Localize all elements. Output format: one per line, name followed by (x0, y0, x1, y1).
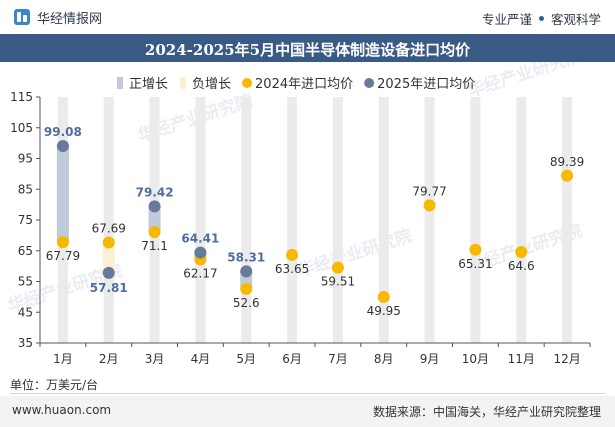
column-bg (424, 97, 435, 343)
bullet-dot-icon (538, 16, 544, 21)
x-tick-label: 8月 (374, 352, 394, 366)
label-2025: 79.42 (136, 185, 174, 199)
website-link[interactable]: www.huaon.com (12, 403, 112, 417)
label-2024: 89.39 (550, 155, 584, 169)
x-tick-label: 4月 (191, 352, 211, 366)
label-2025: 58.31 (227, 250, 265, 264)
point-2024 (423, 199, 436, 212)
chart-legend: 正增长 负增长 2024年进口均价 2025年进口均价 (117, 77, 475, 92)
legend-label: 正增长 (129, 77, 168, 92)
x-tick-label: 3月 (145, 352, 165, 366)
legend-negative-swatch (180, 77, 187, 89)
label-2024: 64.6 (508, 259, 535, 273)
negative-growth-bar (102, 242, 115, 273)
point-2025 (194, 246, 207, 259)
chart-title: 2024-2025年5月中国半导体制造设备进口均价 (144, 41, 471, 59)
data-source: 数据来源：中国海关，华经产业研究院整理 (372, 405, 601, 419)
header: 华经情报网 专业严谨 客观科学 (0, 0, 615, 34)
legend-positive-swatch (117, 77, 123, 89)
tagline-left: 专业严谨 (481, 12, 532, 27)
point-2024 (240, 282, 253, 295)
tagline: 专业严谨 客观科学 (482, 9, 601, 28)
positive-growth-bar (56, 145, 69, 243)
watermark-text: 华经产业研究院 (295, 225, 415, 282)
column-bg (562, 97, 573, 343)
label-2025: 64.41 (181, 232, 219, 246)
label-2024: 71.1 (141, 239, 168, 253)
point-2024 (102, 236, 115, 249)
column-bg (103, 97, 114, 343)
legend-label: 2025年进口均价 (377, 77, 475, 92)
footer-divider (10, 393, 605, 394)
label-2024: 67.69 (92, 221, 126, 235)
label-2024: 52.6 (233, 296, 260, 310)
x-tick-label: 7月 (328, 352, 348, 366)
brand-name: 华经情报网 (37, 11, 103, 27)
tagline-right: 客观科学 (550, 12, 601, 27)
point-2024 (56, 236, 69, 249)
point-2024 (561, 169, 574, 182)
column-bg (378, 97, 389, 343)
legend-label: 2024年进口均价 (255, 77, 353, 92)
legend-2024-marker (242, 78, 253, 88)
x-tick-label: 10月 (462, 352, 489, 366)
y-tick-label: 95 (18, 152, 33, 166)
point-2025 (56, 139, 69, 152)
footer: www.huaon.com 数据来源：中国海关，华经产业研究院整理 (0, 396, 615, 427)
column-bg (241, 97, 252, 343)
point-2024 (286, 248, 299, 261)
x-tick-label: 5月 (236, 352, 256, 366)
label-2025: 57.81 (90, 281, 128, 295)
column-backgrounds (57, 97, 573, 343)
legend-2025-marker (364, 78, 375, 88)
title-bar: 2024-2025年5月中国半导体制造设备进口均价 (0, 34, 615, 62)
label-2024: 63.65 (275, 262, 309, 276)
positive-growth-bar (148, 206, 161, 232)
point-2025 (148, 200, 161, 213)
data-labels: 67.79 67.69 71.1 62.17 52.6 63.65 59.51 49.95 79… (44, 125, 584, 318)
column-bg (195, 97, 206, 343)
y-tick-label: 65 (18, 244, 33, 258)
y-tick-label: 75 (18, 213, 33, 227)
y-tick-label: 105 (10, 121, 33, 135)
point-2025 (102, 266, 115, 279)
column-bg (287, 97, 298, 343)
label-2024: 67.79 (46, 249, 80, 263)
x-tick-label: 1月 (53, 352, 73, 366)
point-2024 (377, 291, 390, 304)
brand[interactable]: 华经情报网 (14, 8, 103, 27)
legend-label: 负增长 (192, 77, 231, 92)
column-bg (470, 97, 481, 343)
point-2024 (469, 243, 482, 256)
column-bg (332, 97, 343, 343)
point-2024 (515, 245, 528, 258)
x-tick-label: 2月 (99, 352, 119, 366)
data-points (56, 139, 574, 304)
label-2024: 62.17 (183, 266, 217, 280)
label-2025: 99.08 (44, 125, 82, 139)
point-2025 (240, 265, 253, 278)
x-tick-label: 12月 (553, 352, 580, 366)
y-tick-label: 35 (18, 336, 33, 350)
label-2024: 65.31 (458, 257, 492, 271)
point-2024 (331, 261, 344, 274)
chart-axes: 115 105 95 85 75 65 55 45 35 1月 2月 3月 4月 5月 6月 7月 8月 9月 10… (10, 90, 591, 366)
unit-label: 单位：万美元/台 (10, 378, 99, 392)
x-tick-label: 9月 (420, 352, 440, 366)
chart: 华经产业研究院华经产业研究院华经产业研究院华经产业研究院华经产业研究院 正增长负… (5, 62, 591, 366)
column-bg (516, 97, 527, 343)
x-tick-label: 6月 (282, 352, 302, 366)
watermark-text: 华经产业研究院 (465, 62, 585, 102)
point-2024 (148, 225, 161, 238)
label-2024: 59.51 (321, 275, 355, 289)
y-tick-label: 85 (18, 182, 33, 196)
label-2024: 79.77 (412, 184, 446, 198)
y-tick-label: 55 (18, 275, 33, 289)
y-tick-label: 115 (10, 90, 33, 104)
y-tick-label: 45 (18, 305, 33, 319)
brand-logo-icon (14, 9, 30, 25)
label-2024: 49.95 (367, 304, 401, 318)
x-tick-label: 11月 (508, 352, 535, 366)
